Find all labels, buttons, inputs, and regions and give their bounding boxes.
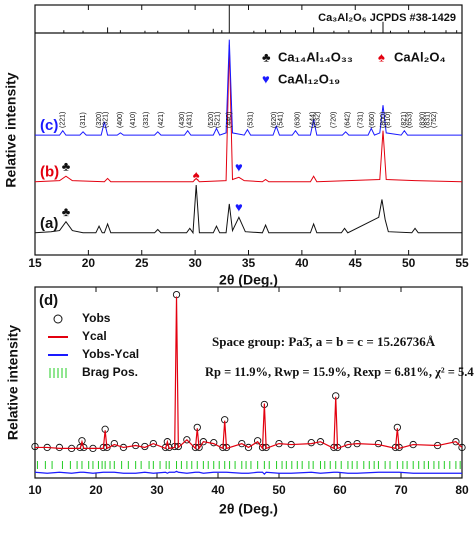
- miller-label: (830): [419, 112, 426, 128]
- miller-label: (632): [315, 112, 322, 128]
- reference-title: Ca₃Al₂O₆ JCPDS #38-1429: [318, 12, 456, 24]
- miller-label: (541): [277, 112, 284, 128]
- obs-point: [253, 437, 262, 445]
- obs-point: [238, 439, 246, 448]
- phase-symbol: ♥: [262, 71, 270, 86]
- x-axis-title: 2θ (Deg.): [219, 501, 278, 517]
- miller-label: (444): [309, 112, 316, 128]
- x-tick-label: 20: [82, 256, 96, 270]
- obs-point: [31, 442, 39, 451]
- calc-line: [34, 470, 462, 476]
- x-tick-label: 25: [135, 256, 149, 270]
- miller-label: (421): [158, 112, 165, 128]
- series-label: (a): [40, 215, 58, 232]
- x-tick-label: 15: [28, 256, 42, 270]
- obs-point: [183, 436, 191, 444]
- pattern-line: [35, 39, 462, 136]
- legend-marker: [53, 314, 63, 324]
- phase-marker: ♥: [235, 160, 243, 175]
- x-tick-label: 20: [89, 483, 103, 497]
- x-tick-label: 80: [455, 483, 469, 497]
- x-tick-label: 10: [28, 483, 42, 497]
- obs-point: [55, 443, 64, 452]
- miller-label: (653): [407, 112, 414, 128]
- miller-label: (521): [214, 112, 221, 128]
- miller-label: (752): [431, 112, 438, 128]
- phase-symbol: ♠: [378, 49, 385, 64]
- miller-label: (400): [117, 112, 124, 128]
- miller-label: (720): [331, 112, 338, 128]
- obs-point: [452, 438, 460, 446]
- miller-label: (642): [345, 112, 352, 128]
- legend-label: Yobs-Ycal: [82, 347, 139, 361]
- phase-name: CaAl₁₂O₁₉: [278, 71, 340, 86]
- miller-label: (831): [425, 112, 432, 128]
- obs-point: [374, 439, 383, 448]
- phase-name: CaAl₂O₄: [394, 49, 446, 64]
- x-tick-label: 60: [333, 483, 347, 497]
- miller-label: (320): [96, 112, 103, 128]
- x-tick-label: 40: [211, 483, 225, 497]
- obs-point: [244, 443, 253, 452]
- obs-point: [110, 439, 118, 448]
- miller-label: (311): [80, 112, 87, 128]
- miller-label: (531): [247, 112, 254, 128]
- plot-frame: [34, 286, 463, 479]
- miller-label: (410): [130, 112, 137, 128]
- miller-label: (821): [401, 112, 408, 128]
- pattern-line: [34, 44, 463, 183]
- obs-point: [316, 438, 325, 446]
- phase-marker: ♣: [62, 159, 71, 174]
- miller-label: (620): [271, 112, 278, 128]
- miller-label: (440): [226, 112, 233, 128]
- x-tick-label: 30: [150, 483, 164, 497]
- phase-marker: ♣: [62, 204, 71, 219]
- y-axis-title: Relative intensity: [5, 325, 21, 440]
- y-axis-title: Relative intensity: [3, 72, 19, 187]
- miller-label: (810): [385, 112, 392, 128]
- miller-label: (331): [143, 112, 150, 128]
- legend-label: Brag Pos.: [82, 365, 138, 379]
- miller-label: (431): [187, 112, 194, 128]
- phase-symbol: ♣: [262, 49, 271, 64]
- miller-label: (221): [60, 112, 67, 128]
- plot-area: [31, 290, 466, 476]
- miller-label: (321): [102, 112, 109, 128]
- x-tick-label: 70: [394, 483, 408, 497]
- phase-marker: ♠: [193, 168, 200, 183]
- x-tick-label: 35: [242, 256, 256, 270]
- legend-label: Ycal: [82, 329, 107, 343]
- obs-point: [149, 439, 157, 448]
- miller-label: (800): [380, 112, 387, 128]
- x-tick-label: 45: [349, 256, 363, 270]
- miller-label: (731): [357, 112, 364, 128]
- miller-label: (520): [208, 112, 215, 128]
- calc-line: [35, 296, 463, 451]
- annotation: Space group: Pa3̄, a = b = c = 15.26736Å: [212, 334, 436, 349]
- x-tick-label: 55: [455, 256, 469, 270]
- x-axis-title: 2θ (Deg.): [219, 272, 278, 288]
- series-label: (c): [40, 117, 58, 134]
- x-tick-label: 50: [402, 256, 416, 270]
- panel-label: (d): [39, 292, 58, 309]
- miller-label: (630): [294, 112, 301, 128]
- x-tick-label: 30: [188, 256, 202, 270]
- phase-name: Ca₁₄Al₁₄O₃₃: [278, 49, 353, 64]
- phase-marker: ♥: [235, 200, 243, 215]
- miller-label: (650): [369, 112, 376, 128]
- obs-point: [458, 443, 466, 452]
- series-label: (b): [40, 164, 59, 181]
- x-tick-label: 40: [295, 256, 309, 270]
- pattern-line: [34, 185, 462, 235]
- annotation: Rp = 11.9%, Rwp = 15.9%, Rexp = 6.81%, χ…: [205, 365, 474, 379]
- legend-label: Yobs: [82, 311, 111, 325]
- x-tick-label: 50: [272, 483, 286, 497]
- miller-label: (430): [179, 112, 186, 128]
